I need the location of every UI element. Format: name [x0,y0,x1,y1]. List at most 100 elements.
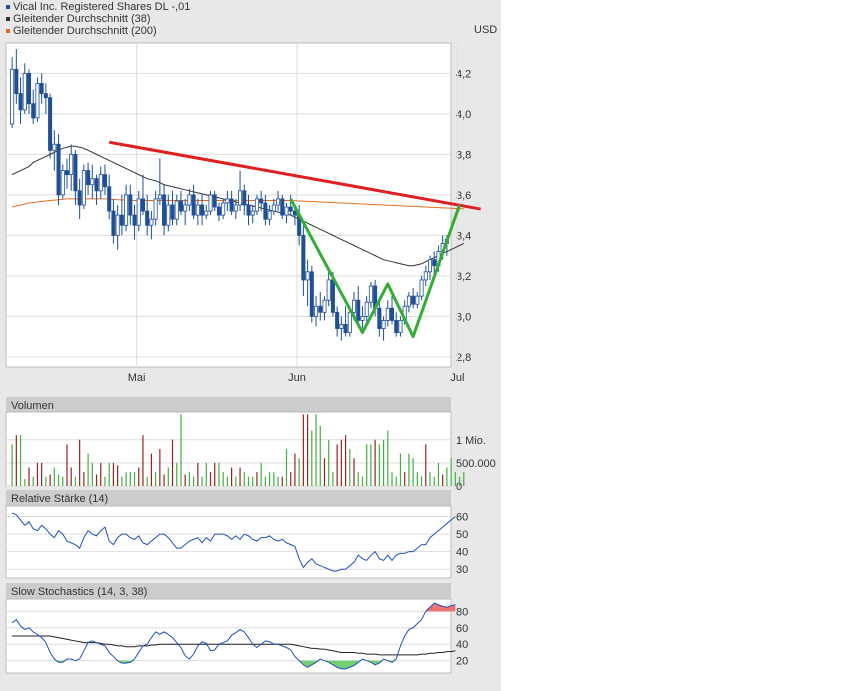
candle-body [225,198,230,204]
candle-body [200,204,205,216]
candle-body [314,305,319,317]
candle-body [309,271,314,317]
chart-svg: 4,2 4,0 3,8 3,6 3,4 3,2 3,0 2,8 Mai Jun Jul Volumen… [5,42,496,674]
candle-body [292,210,297,216]
volume-tick-label: 1 Mio. [456,435,486,447]
candle-body [385,307,390,321]
candle-body [183,204,188,212]
volume-tick-label: 0 [456,481,462,493]
candle-body [140,198,145,212]
candle-body [216,206,221,216]
candle-body [107,186,112,212]
stoch-oversold-fill [307,660,312,668]
stoch-tick-label: 60 [456,623,468,635]
candle-body [64,170,69,176]
candle-body [81,170,86,206]
candle-body [330,279,335,313]
candle-body [48,97,53,151]
candle-body [52,143,57,151]
stoch-tick-label: 40 [456,639,468,651]
stoch-k-line [11,602,456,670]
volume-plot-area [5,411,452,487]
stoch-overbought-fill [434,603,439,612]
candle-body [94,178,99,192]
legend-label-sma200: Gleitender Durchschnitt (200) [13,25,157,37]
x-tick-label: Mai [128,372,146,384]
price-tick-label: 3,4 [456,230,471,242]
candle-body [318,305,323,313]
candle-body [39,83,44,95]
candle-body [271,204,276,212]
volume-header [6,397,451,412]
candle-body [238,190,243,206]
candle-body [73,153,78,192]
sma200-line [11,198,464,210]
stoch-d-line [12,635,456,656]
candle-body [191,194,196,216]
candle-body [98,174,103,192]
rsi-title: Relative Stärke (14) [11,493,108,505]
candle-body [132,214,137,226]
candle-body [364,301,369,317]
candle-body [90,178,95,186]
candle-body [22,72,27,111]
legend-item-sma38: Gleitender Durchschnitt (38) [6,13,151,25]
price-tick-label: 2,8 [456,352,471,364]
candle-body [119,214,124,226]
candle-body [174,200,179,220]
candle-body [368,285,373,303]
candle-body [166,204,171,226]
candle-body [204,210,209,216]
stoch-oversold-fill [303,660,308,668]
candle-body [195,204,200,216]
price-tick-label: 4,0 [456,109,471,121]
rsi-tick-label: 40 [456,547,468,559]
rsi-tick-label: 60 [456,512,468,524]
x-tick-label: Jun [288,372,306,384]
candle-body [10,68,15,125]
price-tick-label: 3,8 [456,149,471,161]
candle-body [427,259,433,273]
price-tick-label: 4,2 [456,68,471,80]
candle-body [18,93,23,111]
candle-body [115,214,120,236]
candle-body [267,210,272,220]
candle-body [394,320,399,333]
candle-body [149,218,154,226]
candle-body [212,194,217,208]
candle-body [14,68,19,95]
pattern-green-line [289,198,461,339]
candle-body [288,206,293,212]
trendline-red [108,140,481,211]
candle-body [145,210,150,226]
stoch-oversold-fill [341,660,346,669]
candle-body [157,194,162,200]
rsi-plot-area [5,505,452,579]
candle-body [246,204,251,216]
candle-body [406,295,411,307]
candle-body [128,194,133,216]
candle-body [229,198,234,212]
stoch-oversold-fill [121,660,127,664]
stoch-overbought-fill [451,604,456,612]
candle-body [377,307,382,329]
candle-body [263,202,268,220]
candle-body [419,279,424,297]
candle-body [60,170,65,196]
candle-body [398,320,403,333]
stoch-tick-label: 80 [456,606,468,618]
stoch-overbought-fill [442,606,447,612]
stoch-title: Slow Stochastics (14, 3, 38) [11,586,147,598]
legend-item-price: Vical Inc. Registered Shares DL -,01 [6,1,190,13]
candle-body [322,299,327,313]
candle-body [415,295,420,305]
candle-body [242,190,247,206]
price-tick-label: 3,2 [456,271,471,283]
candle-body [56,143,61,196]
currency-label: USD [474,24,498,36]
candle-body [356,299,361,321]
candle-body [77,190,82,206]
stoch-oversold-fill [345,660,350,669]
sma38-line [11,145,464,267]
candle-body [259,198,264,204]
